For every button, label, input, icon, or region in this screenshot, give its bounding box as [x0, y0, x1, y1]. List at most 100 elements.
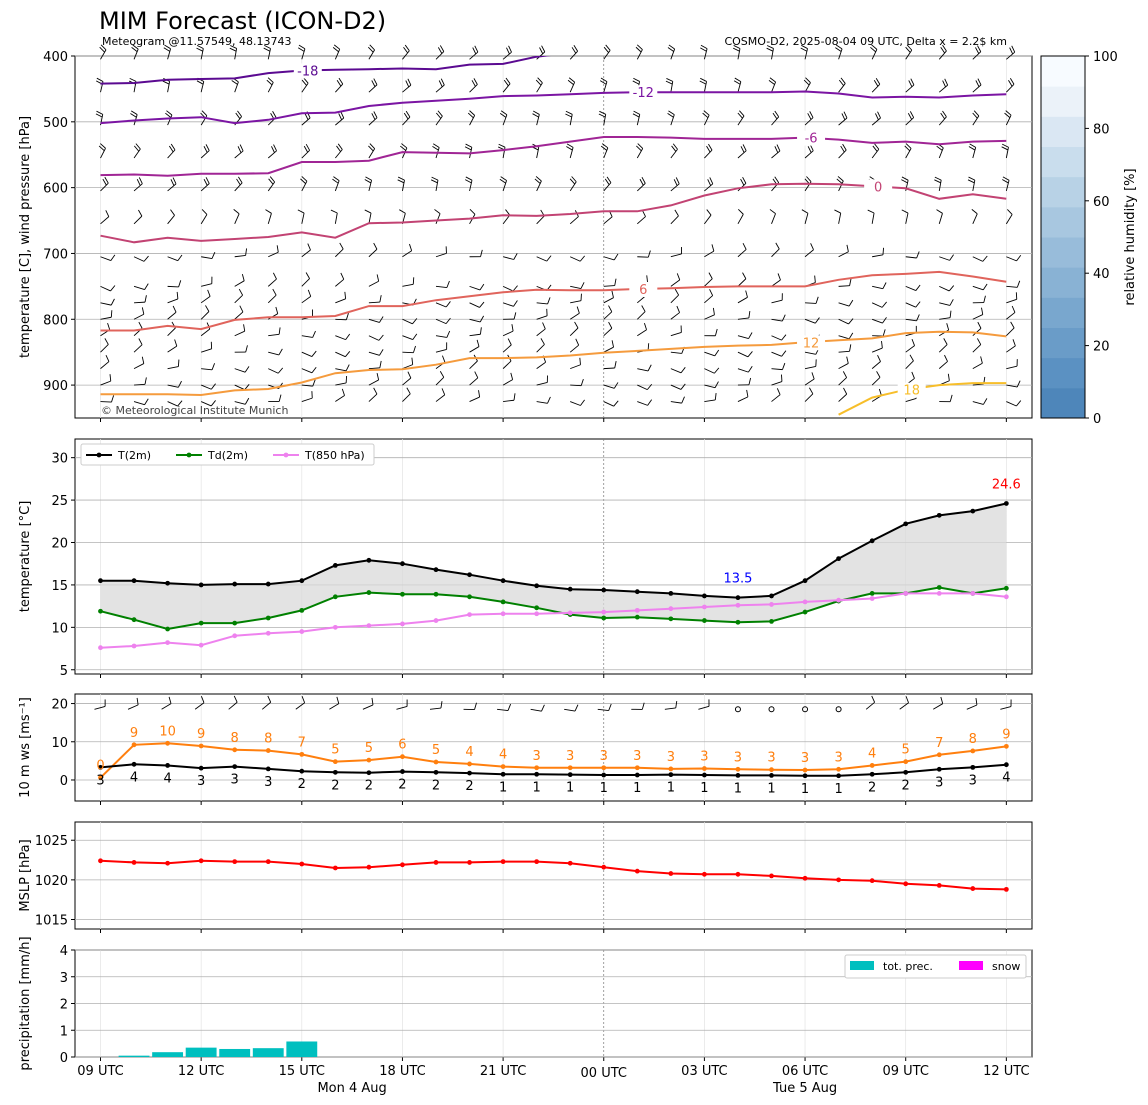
wind-barb-feather: [244, 366, 250, 373]
wind-barb: [771, 318, 783, 322]
wind-barb-feather: [532, 113, 539, 118]
data-point: [735, 772, 741, 778]
wind-barb: [771, 299, 783, 304]
wind-barb: [570, 401, 581, 406]
wind-barb: [938, 147, 944, 159]
wind-barb-feather: [711, 244, 715, 252]
wind-barb-feather: [944, 78, 949, 86]
data-point: [98, 578, 103, 584]
wind-barb: [670, 384, 682, 390]
humidity-colorbar: 0 20 40 60 80 100 relative humidity [%]: [1040, 50, 1138, 427]
wind-barb: [838, 251, 849, 258]
wind-barb-feather: [109, 374, 112, 382]
wind-barb-feather: [632, 113, 640, 118]
wind-barb: [100, 256, 111, 262]
wind-barb: [502, 114, 508, 126]
data-point: [98, 608, 103, 614]
wind-barb-feather: [949, 394, 953, 402]
wind-barb: [536, 302, 548, 305]
data-point: [567, 765, 573, 771]
wind-barb-feather: [405, 80, 410, 88]
wind-panel: 0 10 20 10 m ws [ms⁻¹] 0 9 10 9 8 8 7 5 5 6 5 4 4 3 3 3 3 3 3 3…: [18, 693, 1033, 805]
data-point: [567, 610, 573, 616]
wind-barb: [704, 351, 715, 357]
data-point: [534, 771, 540, 777]
wind-barb: [1005, 214, 1013, 225]
wind-barb-feather: [144, 377, 147, 385]
wind-barb-feather: [1001, 143, 1009, 148]
y-axis-label: 10 m ws [ms⁻¹]: [18, 697, 33, 798]
wind-barb-feather: [136, 697, 139, 705]
wind-barb-feather: [273, 144, 277, 152]
wind-barb-feather: [846, 356, 849, 364]
wind-barb-feather: [345, 350, 351, 357]
calm-wind-marker: [734, 706, 741, 713]
wind-barb-feather: [144, 295, 147, 303]
data-point: [433, 860, 439, 865]
data-point: [903, 591, 909, 596]
wind-barb-feather: [668, 110, 675, 116]
wind-barb: [771, 213, 776, 225]
wind-barb: [670, 279, 681, 287]
wind-barb: [664, 707, 676, 710]
wind-barb: [234, 384, 245, 391]
wind-barb-feather: [781, 334, 787, 341]
wind-barb: [502, 256, 514, 260]
wind-barb-feather: [1001, 146, 1009, 151]
wind-barb: [737, 249, 747, 258]
wind-barb: [502, 344, 512, 353]
wind-barb-feather: [233, 209, 240, 215]
wind-barb-feather: [841, 113, 846, 120]
upper-air-panel: 400 500 600 700 800 900 temperature [C], wind …: [18, 44, 1033, 422]
data-point: [802, 599, 808, 605]
wind-barb-feather: [537, 77, 543, 84]
wind-barb-feather: [546, 255, 552, 262]
wind-barb: [267, 82, 274, 93]
wind-barb: [871, 49, 878, 60]
wind-barb-feather: [807, 146, 812, 153]
wind-barb-feather: [668, 44, 675, 50]
data-point: [366, 623, 372, 629]
wind-barb-feather: [568, 77, 575, 83]
data-point: [265, 581, 271, 587]
wind-barb-feather: [510, 372, 514, 380]
wind-barb: [402, 377, 412, 386]
wind-barb-feather: [949, 310, 952, 318]
data-point: [601, 765, 607, 771]
colorbar-tick-label: 0: [1093, 412, 1101, 427]
day-label: Tue 5 Aug: [772, 1081, 837, 1096]
wind-barb-feather: [840, 77, 846, 84]
wind-barb-feather: [276, 245, 279, 253]
wind-barb-feather: [541, 704, 545, 712]
wind-barb-feather: [877, 111, 881, 119]
wind-barb: [939, 285, 950, 292]
precip-bar: [286, 1041, 318, 1057]
wind-barb-feather: [303, 145, 309, 153]
legend-label: snow: [992, 960, 1020, 973]
wind-barb-feather: [733, 80, 741, 85]
wind-barb-feather: [542, 322, 546, 330]
wind-barb: [905, 302, 916, 308]
precip-legend: tot. prec. snow: [844, 954, 1027, 979]
wind-barb: [301, 384, 313, 387]
wind-barb: [267, 150, 277, 159]
wind-barb-feather: [144, 283, 149, 290]
wind-barb-feather: [507, 703, 512, 711]
wind-barb-feather: [99, 46, 105, 53]
wind-barb-feather: [874, 143, 880, 150]
wind-barb: [402, 283, 414, 287]
mean-wind-value-label: 4: [130, 770, 138, 785]
data-point: [131, 643, 137, 649]
data-point: [869, 763, 875, 768]
wind-barb-feather: [916, 251, 920, 259]
wind-barb-feather: [738, 209, 744, 215]
mean-wind-value-label: 2: [902, 778, 910, 793]
wind-barb: [636, 114, 641, 126]
gust-value-label: 4: [868, 746, 876, 761]
data-point: [500, 578, 506, 584]
wind-barb-feather: [973, 110, 980, 117]
mean-wind-value-label: 2: [868, 780, 876, 795]
gust-value-label: 3: [667, 750, 675, 765]
wind-barb-feather: [635, 46, 642, 53]
wind-barb-feather: [413, 345, 416, 353]
